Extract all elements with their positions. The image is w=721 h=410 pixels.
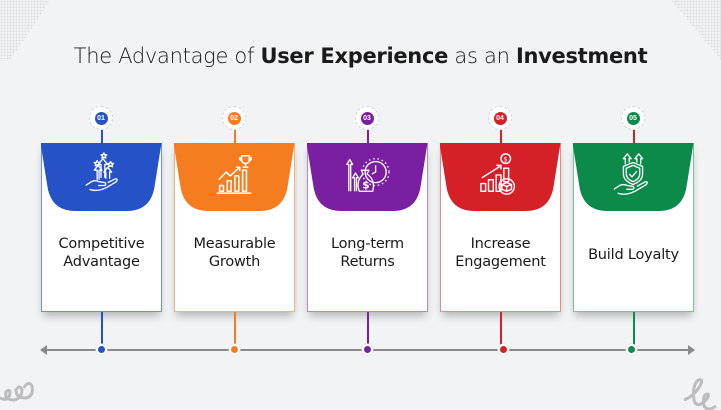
step-card-long-term-returns: $ Long-term Returns xyxy=(307,143,428,312)
card-header xyxy=(174,143,295,211)
step-label: Measurable Growth xyxy=(193,236,276,270)
arrow-right-icon xyxy=(688,345,695,355)
step-number: 01 xyxy=(94,111,108,125)
step-label: Increase Engagement xyxy=(455,236,546,270)
money-bag-clock-icon: $ xyxy=(344,151,390,197)
step-number-badge: 04 xyxy=(488,106,512,130)
connector-line xyxy=(101,130,103,143)
connector-line xyxy=(101,312,103,348)
step-label: Build Loyalty xyxy=(588,247,679,263)
connector-line xyxy=(367,312,369,348)
step-label: Competitive Advantage xyxy=(58,236,145,270)
card-header: $ xyxy=(440,143,561,211)
timeline-dot xyxy=(626,344,637,355)
card-header xyxy=(41,143,162,211)
step-card-build-loyalty: Build Loyalty xyxy=(573,143,694,312)
hand-rising-arrows-stars-icon xyxy=(78,151,124,197)
timeline-dot xyxy=(362,344,373,355)
step-number-badge: 05 xyxy=(621,106,645,130)
connector-line xyxy=(367,130,369,143)
svg-text:$: $ xyxy=(503,156,507,164)
card-header: $ xyxy=(307,143,428,211)
squiggle-decoration xyxy=(683,378,717,410)
timeline-dot xyxy=(229,344,240,355)
step-number: 05 xyxy=(626,111,640,125)
step-number: 04 xyxy=(493,111,507,125)
step-card-increase-engagement: $ Increase Engagement xyxy=(440,143,561,312)
connector-line xyxy=(633,312,635,348)
timeline-dot xyxy=(96,344,107,355)
step-number: 03 xyxy=(360,111,374,125)
squiggle-decoration xyxy=(0,381,34,402)
step-number-badge: 02 xyxy=(222,106,246,130)
connector-line xyxy=(500,312,502,348)
chart-dollar-box-icon: $ xyxy=(477,151,523,197)
connector-line xyxy=(234,130,236,143)
timeline-dot xyxy=(498,344,509,355)
connector-line xyxy=(500,130,502,143)
svg-text:$: $ xyxy=(362,179,369,191)
step-card-competitive-advantage: Competitive Advantage xyxy=(41,143,162,312)
connector-line xyxy=(633,130,635,143)
card-header xyxy=(573,143,694,211)
hand-shield-check-icon xyxy=(610,151,656,197)
step-card-measurable-growth: Measurable Growth xyxy=(174,143,295,312)
page-title: The Advantage of User Experience as an I… xyxy=(73,44,648,68)
step-number-badge: 01 xyxy=(89,106,113,130)
step-number-badge: 03 xyxy=(355,106,379,130)
step-label: Long-term Returns xyxy=(331,236,404,270)
connector-line xyxy=(234,312,236,348)
step-number: 02 xyxy=(227,111,241,125)
growth-chart-trophy-icon xyxy=(211,151,257,197)
arrow-left-icon xyxy=(40,345,47,355)
